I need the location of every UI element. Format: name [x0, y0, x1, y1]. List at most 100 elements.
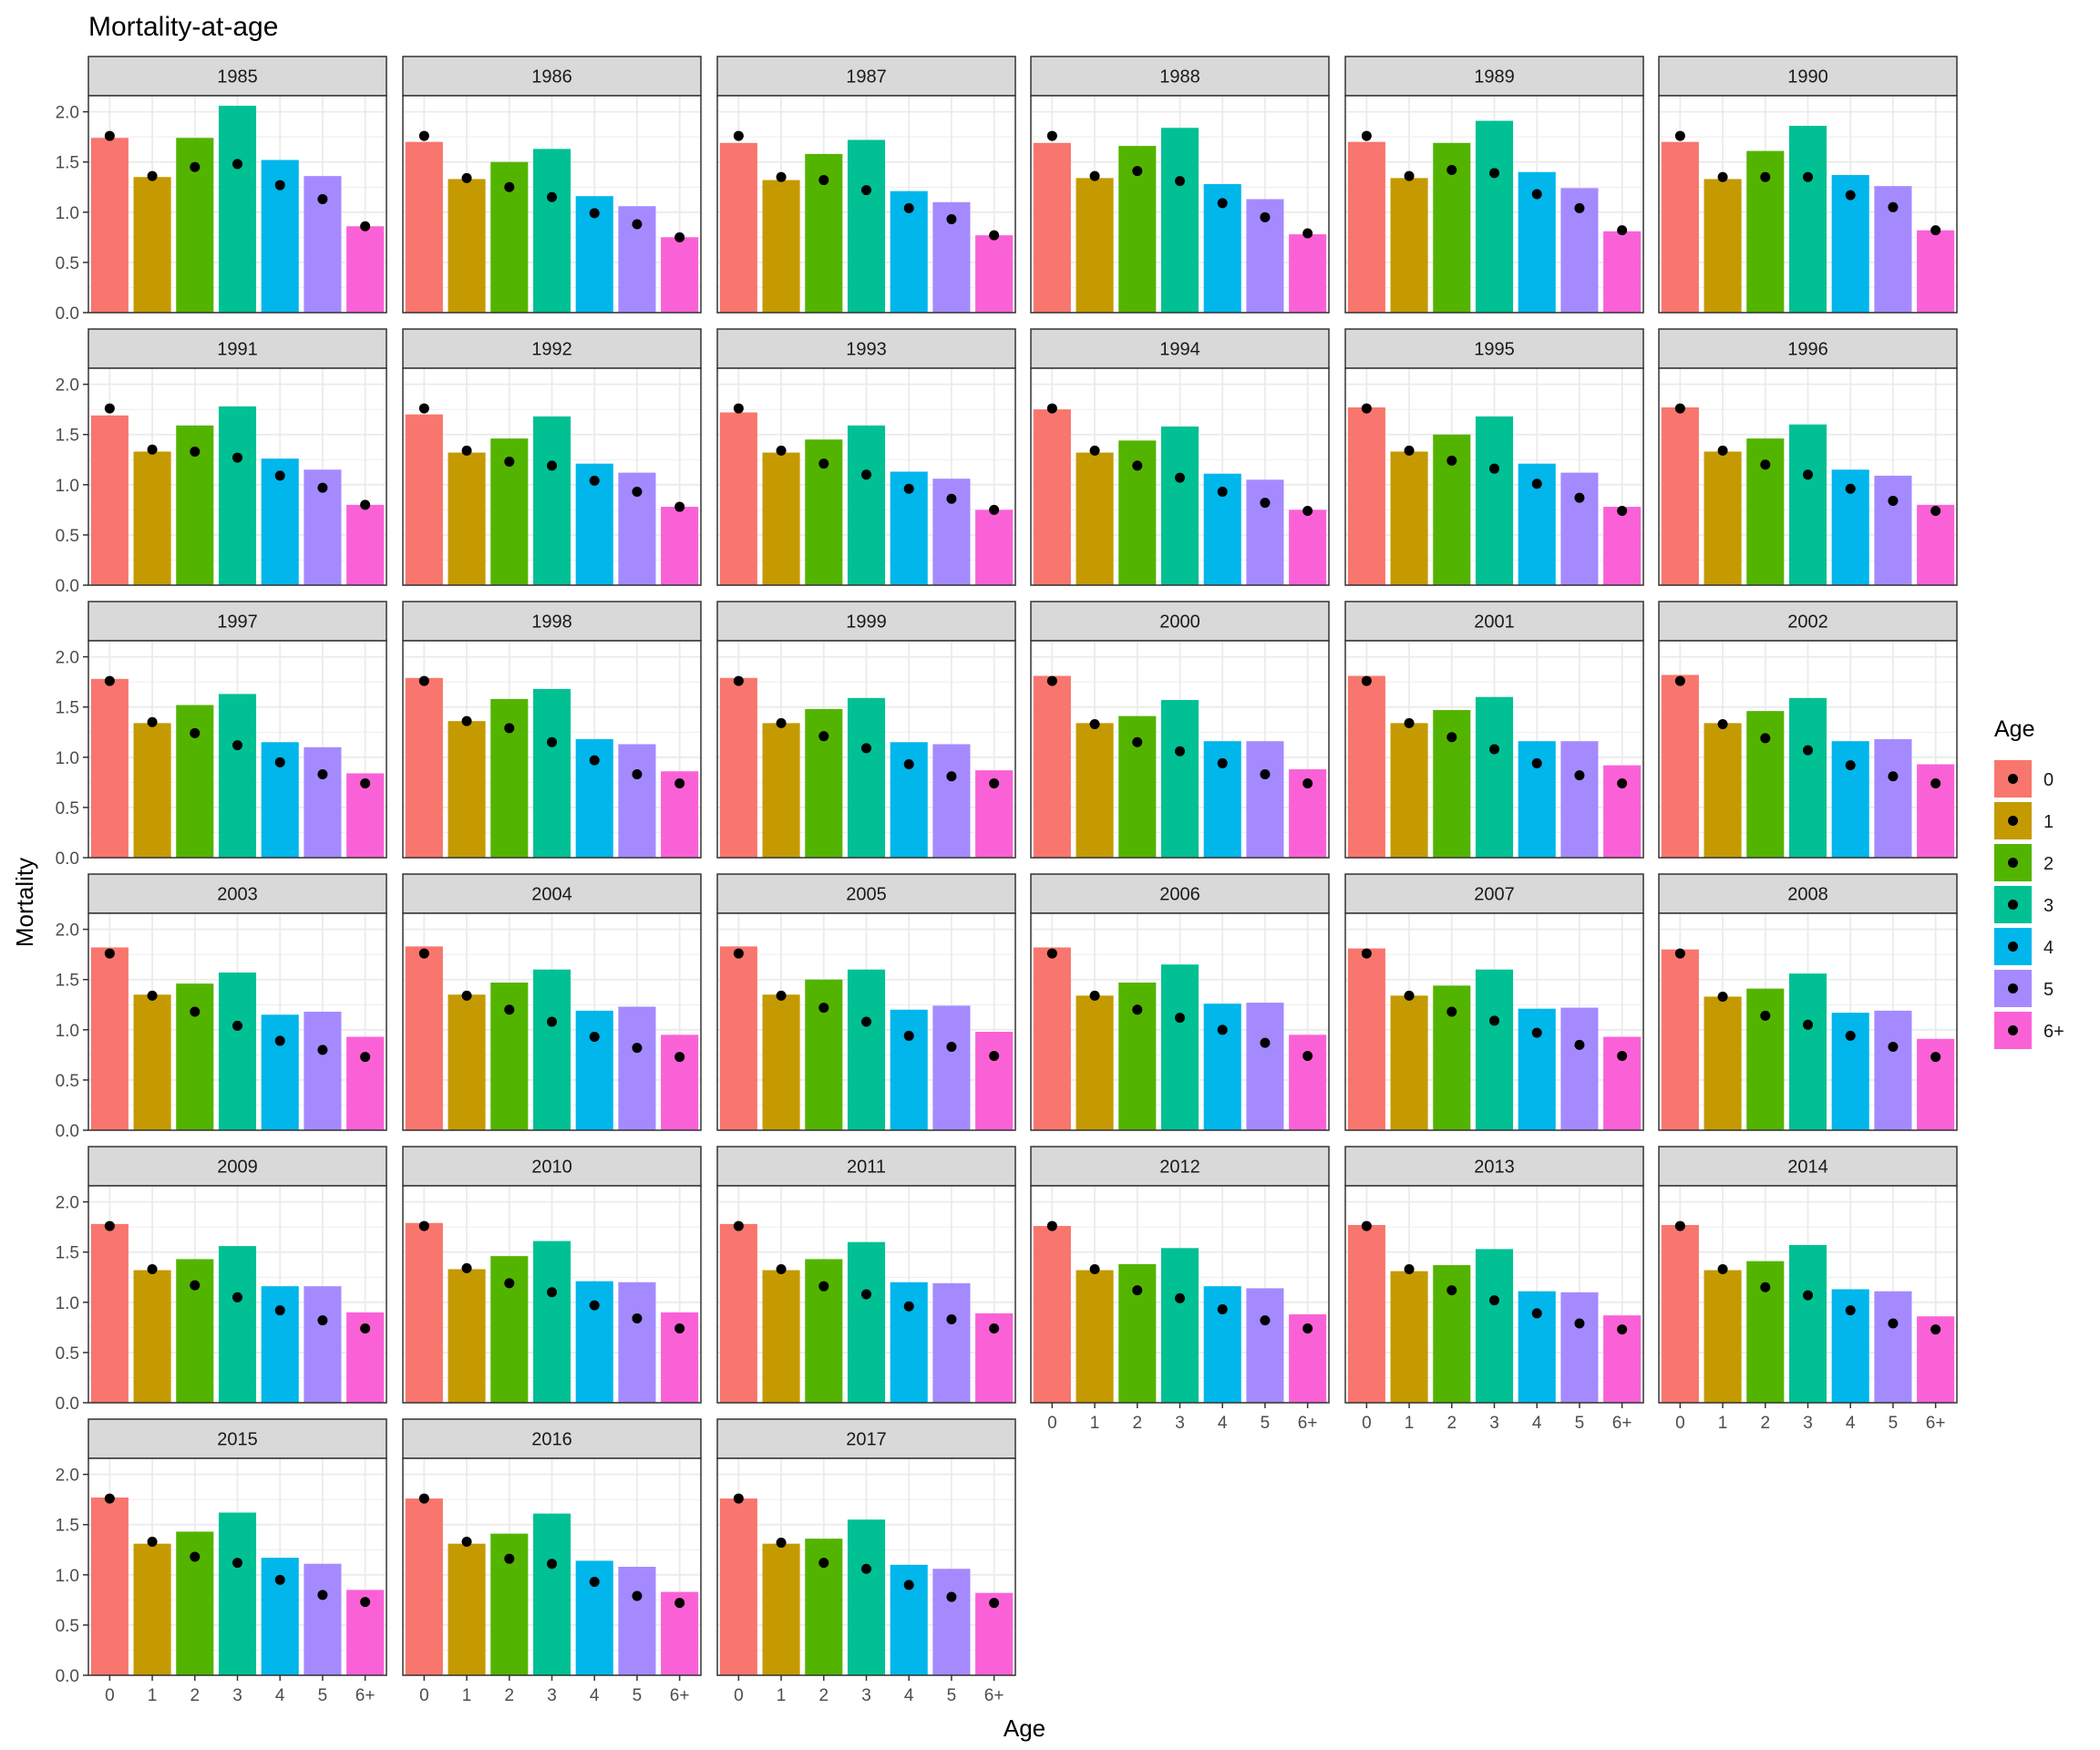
y-tick-label: 0.5 [56, 1617, 79, 1636]
data-point [1717, 1263, 1728, 1274]
data-point [589, 208, 600, 219]
bar [1661, 141, 1699, 313]
data-point [104, 675, 115, 686]
panel-border [88, 367, 387, 586]
data-point [1489, 1015, 1499, 1026]
x-tick-label: 3 [1489, 1414, 1499, 1433]
x-tick-label: 5 [633, 1686, 643, 1705]
data-point [1089, 718, 1100, 729]
data-point [461, 990, 472, 1001]
data-point [1132, 1285, 1143, 1296]
panel-border [1030, 95, 1330, 314]
facet-strip [88, 56, 387, 97]
x-tick-label: 0 [105, 1686, 115, 1705]
panel-border [88, 95, 387, 314]
chart-title: Mortality-at-age [88, 12, 278, 42]
x-tick-label: 5 [1889, 1414, 1899, 1433]
data-point [733, 1493, 744, 1504]
facet-label: 1999 [846, 612, 887, 633]
facet-panel: 2013 0 1 2 3 4 5 6+ [1344, 1146, 1644, 1433]
x-tick-label: 4 [1846, 1414, 1856, 1433]
x-tick-label: 6+ [355, 1686, 376, 1705]
data-point [1760, 1282, 1771, 1292]
data-point [1489, 1295, 1499, 1306]
y-tick-label: 2.0 [56, 1194, 79, 1213]
legend-item: 5 [1994, 970, 2054, 1007]
x-tick-label: 3 [232, 1686, 242, 1705]
bar [1347, 141, 1385, 313]
data-point [1760, 171, 1771, 182]
bar [1917, 504, 1955, 585]
bar [1475, 969, 1514, 1130]
legend-point [2008, 942, 2018, 952]
bar [448, 179, 486, 313]
data-point [1617, 1324, 1628, 1335]
data-point [1845, 1030, 1856, 1041]
facet-panel: 1990 [1658, 56, 1958, 314]
y-tick-label: 1.0 [56, 1022, 79, 1041]
bar [1033, 409, 1071, 585]
data-point [1888, 1042, 1899, 1053]
bar [932, 744, 971, 858]
data-point [418, 948, 429, 959]
bar [218, 694, 257, 858]
data-point [733, 948, 744, 959]
bar [133, 1543, 171, 1675]
facet-strip [1344, 601, 1644, 642]
data-point [1717, 171, 1728, 182]
bar [890, 1282, 928, 1403]
bar [1704, 1270, 1742, 1403]
data-point [147, 444, 158, 455]
y-tick-label: 1.5 [56, 1244, 79, 1263]
y-tick-label: 1.0 [56, 1294, 79, 1313]
data-point [1175, 176, 1185, 187]
bar [448, 994, 486, 1130]
bar [847, 139, 886, 313]
data-point [1845, 483, 1856, 494]
data-point [104, 1493, 115, 1504]
y-axis-title: Mortality [11, 858, 38, 947]
bar [346, 226, 385, 313]
bar [133, 177, 171, 313]
data-point [1404, 1263, 1415, 1274]
data-point [1674, 130, 1685, 141]
bar [405, 414, 443, 585]
bar [1603, 1036, 1642, 1130]
panel-border [1658, 912, 1958, 1131]
bar [1917, 764, 1955, 858]
data-point [1617, 1050, 1628, 1061]
x-tick-label: 1 [462, 1686, 472, 1705]
x-tick-label: 2 [818, 1686, 829, 1705]
x-tick-label: 5 [1575, 1414, 1585, 1433]
panel-border [1344, 640, 1644, 859]
data-point [903, 483, 914, 494]
data-point [1446, 455, 1457, 466]
legend-label: 5 [2043, 980, 2054, 1000]
bar [1203, 1286, 1241, 1403]
data-point [232, 159, 242, 170]
data-point [232, 1558, 242, 1569]
bar [90, 1497, 129, 1675]
data-point [317, 769, 328, 780]
bar [405, 1498, 443, 1675]
data-point [1717, 991, 1728, 1002]
facet-strip [716, 601, 1016, 642]
y-tick-label: 0.0 [56, 849, 79, 869]
data-point [674, 1323, 685, 1333]
bar [176, 705, 214, 858]
data-point [104, 403, 115, 414]
bar [1560, 741, 1599, 858]
bar [261, 1286, 299, 1403]
x-tick-label: 6+ [1298, 1414, 1318, 1433]
data-point [776, 445, 787, 456]
bar [1704, 723, 1742, 858]
data-point [1803, 469, 1813, 480]
legend-item: 0 [1994, 760, 2054, 798]
panel-border [402, 1185, 702, 1404]
data-point [360, 1052, 371, 1063]
data-point [147, 1263, 158, 1274]
facet-panel: 1997 0.0 0.5 1.0 1.5 2.0 [56, 601, 387, 869]
x-tick-label: 4 [590, 1686, 600, 1705]
legend-label: 6+ [2043, 1022, 2064, 1042]
panel-border [1030, 640, 1330, 859]
